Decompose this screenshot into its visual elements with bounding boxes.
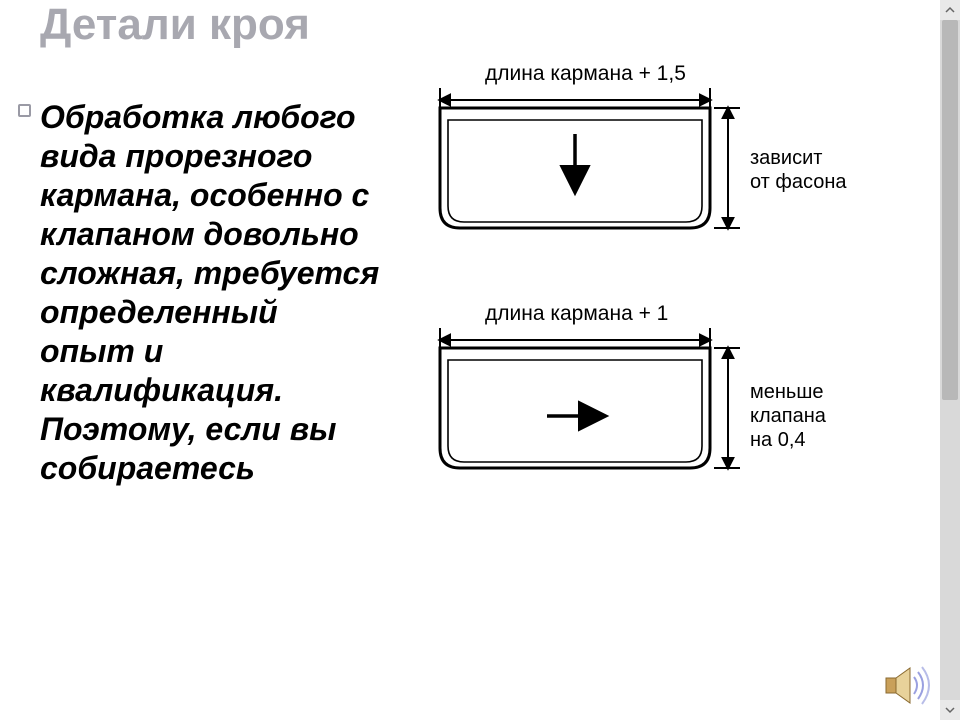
fig2-top-label: длина кармана + 1 bbox=[485, 302, 668, 325]
fig2-side-label-1: меньше bbox=[750, 381, 824, 403]
body-paragraph: Обработка любого вида прорезного кармана… bbox=[40, 98, 380, 488]
fig2-outer-shape bbox=[440, 348, 710, 468]
fig1-side-label-1: зависит bbox=[750, 147, 822, 169]
fig2-side-label-2: клапана bbox=[750, 405, 827, 427]
fig1-top-label: длина кармана + 1,5 bbox=[485, 62, 686, 85]
scroll-down-button[interactable] bbox=[940, 700, 960, 720]
chevron-down-icon bbox=[945, 705, 955, 715]
slide-title: Детали кроя bbox=[0, 0, 310, 50]
audio-speaker-icon[interactable] bbox=[882, 663, 932, 708]
vertical-scrollbar[interactable] bbox=[940, 0, 960, 720]
fig1-side-label-2: от фасона bbox=[750, 171, 847, 193]
fig2-side-label-3: на 0,4 bbox=[750, 429, 806, 451]
bullet-marker-icon bbox=[18, 104, 31, 117]
fig2-inner-shape bbox=[448, 360, 702, 462]
scroll-up-button[interactable] bbox=[940, 0, 960, 20]
pattern-diagram: длина кармана + 1,5 зависит от фасона дл… bbox=[400, 58, 960, 558]
chevron-up-icon bbox=[945, 5, 955, 15]
scroll-thumb[interactable] bbox=[942, 20, 958, 400]
